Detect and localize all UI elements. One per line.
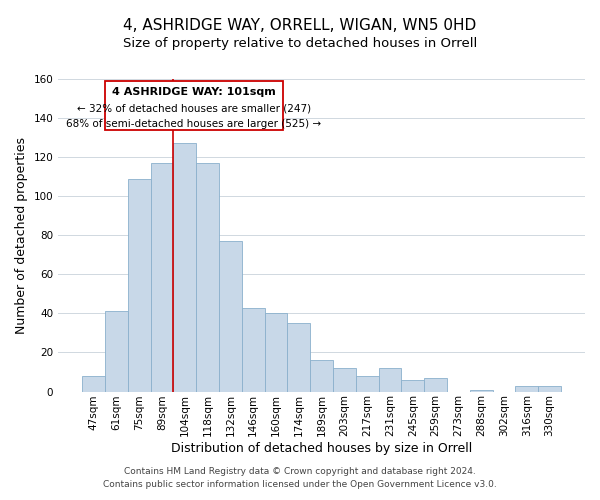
FancyBboxPatch shape <box>105 81 283 130</box>
Bar <box>151 163 173 392</box>
Bar <box>242 308 265 392</box>
Bar <box>470 390 493 392</box>
Bar <box>401 380 424 392</box>
Bar <box>105 312 128 392</box>
Text: 68% of semi-detached houses are larger (525) →: 68% of semi-detached houses are larger (… <box>67 119 322 129</box>
Text: 4 ASHRIDGE WAY: 101sqm: 4 ASHRIDGE WAY: 101sqm <box>112 87 276 97</box>
Bar <box>196 163 219 392</box>
Bar <box>424 378 447 392</box>
Text: Contains HM Land Registry data © Crown copyright and database right 2024.
Contai: Contains HM Land Registry data © Crown c… <box>103 467 497 489</box>
Text: 4, ASHRIDGE WAY, ORRELL, WIGAN, WN5 0HD: 4, ASHRIDGE WAY, ORRELL, WIGAN, WN5 0HD <box>124 18 476 32</box>
Bar <box>173 144 196 392</box>
Bar <box>310 360 333 392</box>
Bar <box>265 314 287 392</box>
Bar <box>333 368 356 392</box>
Y-axis label: Number of detached properties: Number of detached properties <box>15 137 28 334</box>
Bar <box>538 386 561 392</box>
Bar <box>356 376 379 392</box>
Bar <box>515 386 538 392</box>
Bar <box>128 178 151 392</box>
Bar <box>379 368 401 392</box>
Text: Size of property relative to detached houses in Orrell: Size of property relative to detached ho… <box>123 38 477 51</box>
X-axis label: Distribution of detached houses by size in Orrell: Distribution of detached houses by size … <box>171 442 472 455</box>
Bar <box>287 323 310 392</box>
Bar <box>219 241 242 392</box>
Text: ← 32% of detached houses are smaller (247): ← 32% of detached houses are smaller (24… <box>77 104 311 114</box>
Bar <box>82 376 105 392</box>
